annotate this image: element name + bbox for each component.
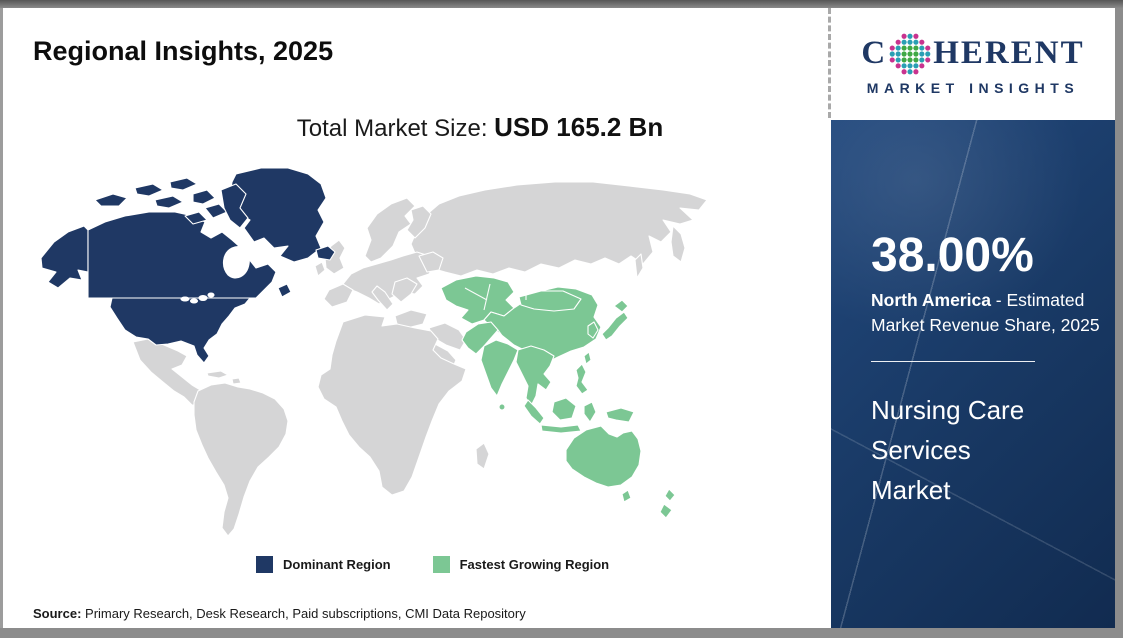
logo-subtitle: MARKET INSIGHTS <box>866 79 1080 96</box>
great-lakes-water <box>180 296 190 302</box>
frame-right-border <box>1115 8 1123 628</box>
share-description-text: - Estimated Market Revenue Share, 2025 <box>871 290 1100 336</box>
fastest-growing-region-swatch <box>432 556 450 573</box>
world-choropleth-map: Rest of World <box>40 167 708 537</box>
region-asia-pacific: Asia Pacific <box>440 275 676 519</box>
source-line: Source: Primary Research, Desk Research,… <box>33 606 526 621</box>
share-description: North America - Estimated Market Revenue… <box>871 288 1109 339</box>
country-borders <box>464 283 527 345</box>
legend-item-dominant: Dominant Region <box>256 556 391 573</box>
source-text: Primary Research, Desk Research, Paid su… <box>81 606 526 621</box>
total-market-size-value: USD 165.2 Bn <box>494 112 664 142</box>
dotted-globe-icon <box>889 33 931 74</box>
great-lakes-water <box>189 298 199 304</box>
frame-bottom-border <box>0 628 1123 638</box>
legend-item-growing: Fastest Growing Region <box>432 556 610 573</box>
total-market-size: Total Market Size: USD 165.2 Bn <box>130 112 830 143</box>
total-market-size-label: Total Market Size: <box>296 115 495 142</box>
frame-left-border <box>0 8 3 628</box>
dominant-region-label: Dominant Region <box>283 557 391 572</box>
map-legend: Dominant Region Fastest Growing Region <box>256 556 609 573</box>
region-north-america: North America <box>40 167 336 364</box>
great-lakes-water <box>207 292 215 298</box>
logo-part1: C <box>861 35 888 71</box>
page-title: Regional Insights, 2025 <box>33 36 334 66</box>
market-name: Nursing Care Services Market <box>871 394 1025 506</box>
sidebar-divider-line <box>871 360 1035 362</box>
logo-wordmark: C HERENT <box>861 33 1084 75</box>
stats-sidebar: 38.00% North America - Estimated Market … <box>831 120 1115 628</box>
dominant-region-swatch <box>256 556 273 573</box>
logo-part2: HERENT <box>933 35 1085 71</box>
dashed-divider <box>828 8 831 118</box>
hudson-bay-water <box>223 246 250 279</box>
source-label: Source: <box>33 606 82 621</box>
share-percentage: 38.00% <box>871 229 1034 282</box>
share-region-name: North America <box>871 290 991 310</box>
frame-top-bar <box>0 0 1123 8</box>
brand-logo: C HERENT MARKET INSIGHTS <box>831 8 1115 120</box>
fastest-growing-region-label: Fastest Growing Region <box>459 557 610 572</box>
great-lakes-water <box>198 294 208 302</box>
